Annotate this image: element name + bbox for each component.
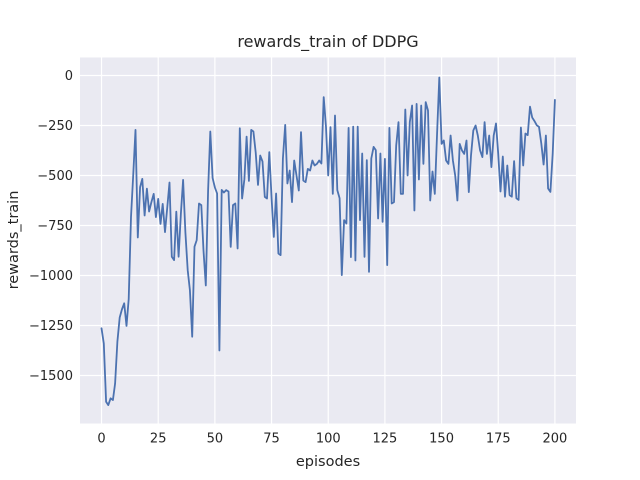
y-tick-label-0: 0 [65, 69, 73, 84]
y-axis-label: rewards_train [6, 191, 22, 290]
y-tick-label--1500: −1500 [29, 369, 73, 384]
x-tick-label-75: 75 [263, 432, 280, 447]
x-tick-label-25: 25 [150, 432, 167, 447]
x-tick-label-100: 100 [316, 432, 341, 447]
y-tick-label--750: −750 [37, 219, 73, 234]
x-tick-label-0: 0 [97, 432, 105, 447]
y-tick-label--250: −250 [37, 119, 73, 134]
x-tick-label-200: 200 [543, 432, 568, 447]
series-line-rewards_train [100, 76, 556, 407]
x-tick-label-125: 125 [372, 432, 397, 447]
x-tick-label-175: 175 [486, 432, 511, 447]
x-axis-label: episodes [296, 454, 360, 470]
plot-group: 0 25 50 75 100 125 150 175 200 0 −250 −500 −750 −1000… [29, 57, 576, 447]
x-tick-label-150: 150 [429, 432, 454, 447]
y-tick-label--1000: −1000 [29, 269, 73, 284]
y-tick-label--500: −500 [37, 169, 73, 184]
y-tick-label--1250: −1250 [29, 319, 73, 334]
x-tick-label-50: 50 [207, 432, 224, 447]
chart-title: rewards_train of DDPG [237, 32, 418, 52]
